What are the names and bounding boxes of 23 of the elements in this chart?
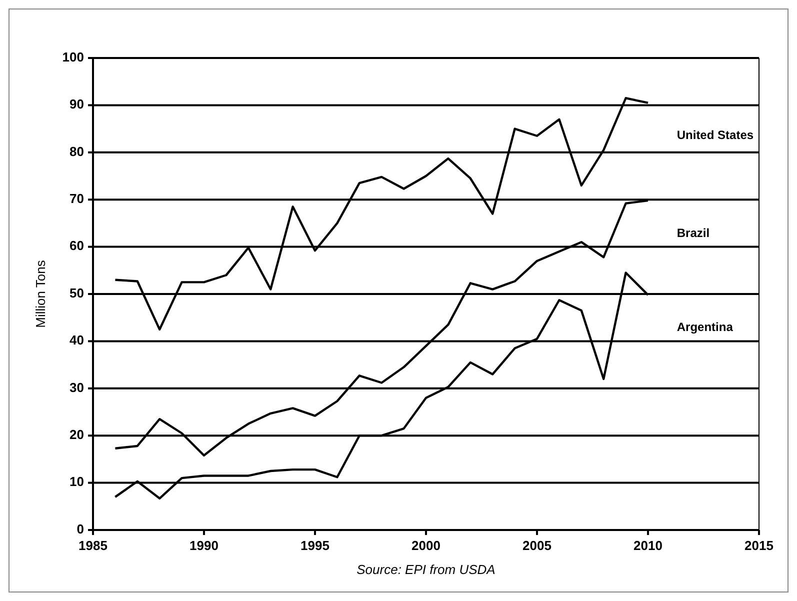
y-tick-label: 90 [70,96,84,112]
text: Brazil [676,226,710,240]
source-note: Source: EPI from USDA [356,562,496,577]
y-tick-label: 10 [70,474,84,490]
y-tick-label: 0 [76,521,84,536]
y-axis-title: Million Tons [33,260,48,328]
x-tick-label: 2000 [412,538,440,553]
y-tick-label: 50 [70,285,84,300]
x-tick-label: 1990 [190,538,218,553]
y-tick-label: 100 [62,49,84,64]
y-tick-label: 40 [70,332,84,348]
x-tick-label: 2015 [744,538,774,553]
x-tick-label: 2005 [522,538,552,553]
text: Argentina [676,320,734,334]
y-tick-label: 80 [70,144,84,159]
x-tick-label: 1985 [78,538,108,553]
y-tick-label: 70 [70,191,84,206]
x-tick-label: 1995 [300,538,330,553]
text: United States [676,128,754,142]
x-tick-label: 2010 [634,538,662,553]
y-tick-label: 20 [70,427,84,442]
y-tick-label: 60 [70,238,84,254]
y-tick-label: 30 [70,380,84,395]
